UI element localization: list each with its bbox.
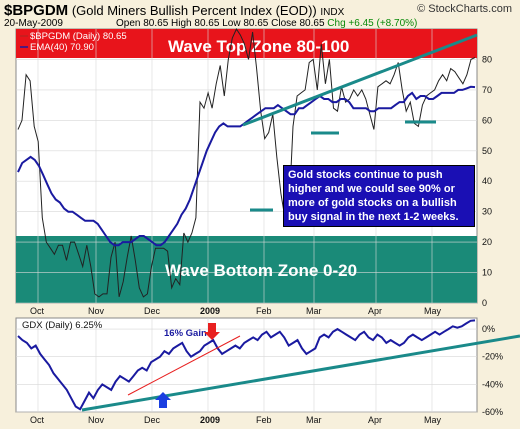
legend-bpgdm: $BPGDM (Daily) 80.65	[30, 31, 127, 42]
x-tick-label: Oct	[30, 415, 45, 425]
chart-date: 20-May-2009	[4, 18, 63, 29]
x-tick-label: Nov	[88, 306, 105, 316]
symbol: $BPGDM	[4, 2, 69, 19]
gdx-trend-line	[81, 334, 520, 412]
x-tick-label: Mar	[306, 415, 322, 425]
x-tick-label: Dec	[144, 306, 161, 316]
main-legend: $BPGDM (Daily) 80.65 EMA(40) 70.90	[20, 31, 127, 53]
y-tick-label: 60	[482, 115, 492, 125]
x-tick-label: Feb	[256, 415, 272, 425]
y-tick-label: 80	[482, 54, 492, 64]
x-tick-label: Nov	[88, 415, 105, 425]
x-tick-label: Apr	[368, 306, 382, 316]
x-tick-label: Dec	[144, 415, 161, 425]
gdx-legend: GDX (Daily) 6.25%	[22, 320, 103, 331]
y-tick-label: -20%	[482, 352, 503, 362]
bottom-zone	[16, 236, 477, 303]
y-tick-label: 10	[482, 268, 492, 278]
legend-ema: EMA(40) 70.90	[30, 42, 94, 53]
y-tick-label: 70	[482, 85, 492, 95]
arrow-down-icon	[204, 323, 220, 340]
ohlc-readout: Open 80.65 High 80.65 Low 80.65 Close 80…	[116, 18, 417, 29]
high-value: High 80.65	[171, 18, 220, 29]
series-line-0	[17, 319, 476, 411]
change-value: Chg +6.45 (+8.70%)	[327, 18, 418, 29]
y-tick-label: 0	[482, 298, 487, 308]
low-value: Low 80.65	[222, 18, 269, 29]
top-zone-label: Wave Top Zone 80-100	[168, 37, 349, 56]
x-tick-label: Feb	[256, 306, 272, 316]
series-line-1	[17, 85, 476, 247]
x-tick-label: Mar	[306, 306, 322, 316]
x-tick-label: May	[424, 415, 442, 425]
x-tick-label: Oct	[30, 306, 45, 316]
y-tick-label: -40%	[482, 379, 503, 389]
index-name: (Gold Miners Bullish Percent Index (EOD)…	[71, 3, 317, 18]
watermark: © StockCharts.com	[417, 3, 512, 15]
open-value: Open 80.65	[116, 18, 169, 29]
y-tick-label: 0%	[482, 324, 495, 334]
x-tick-label: 2009	[200, 306, 220, 316]
y-tick-label: -60%	[482, 407, 503, 417]
x-tick-label: 2009	[200, 415, 220, 425]
y-tick-label: 40	[482, 176, 492, 186]
series-line-0	[17, 27, 476, 298]
chart-header: $BPGDM (Gold Miners Bullish Percent Inde…	[4, 2, 344, 19]
gdx-gain-line	[127, 335, 241, 396]
exchange: INDX	[320, 7, 345, 18]
y-tick-label: 20	[482, 237, 492, 247]
arrow-up-icon	[155, 392, 171, 408]
bottom-zone-label: Wave Bottom Zone 0-20	[165, 261, 357, 280]
x-tick-label: May	[424, 306, 442, 316]
y-tick-label: 30	[482, 207, 492, 217]
close-value: Close 80.65	[271, 18, 325, 29]
trend-line	[242, 33, 478, 127]
gain-label: 16% Gain	[164, 328, 207, 339]
y-tick-label: 50	[482, 146, 492, 156]
x-tick-label: Apr	[368, 415, 382, 425]
annotation-box: Gold stocks continue to push higher and …	[283, 165, 475, 227]
